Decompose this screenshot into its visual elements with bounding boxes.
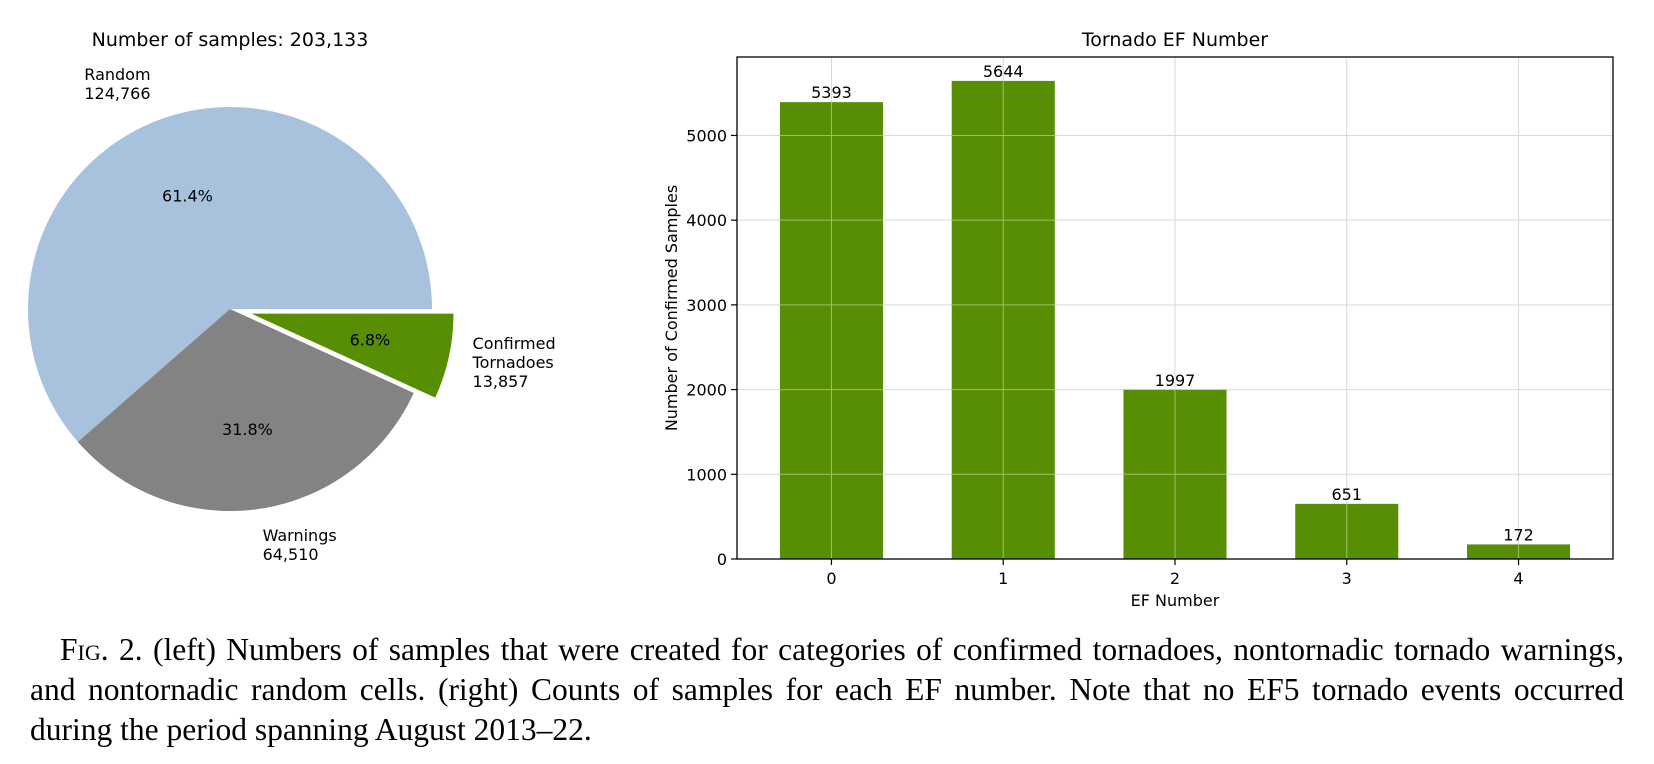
y-tick-label: 1000 [686, 465, 727, 484]
x-tick-label: 3 [1342, 569, 1352, 588]
x-axis-label: EF Number [1131, 591, 1220, 610]
x-tick-label: 4 [1513, 569, 1523, 588]
pie-slice-random [28, 107, 432, 442]
pie-title: Number of samples: 203,133 [92, 29, 369, 51]
y-tick-label: 0 [717, 550, 727, 569]
bar-value-label: 172 [1503, 525, 1534, 544]
bar-value-label: 5644 [983, 62, 1024, 81]
caption-prefix: Fig. 2. [60, 632, 143, 667]
x-tick-label: 1 [998, 569, 1008, 588]
pie-pct-label: 6.8% [350, 330, 391, 349]
y-tick-label: 2000 [686, 381, 727, 400]
pie-pct-label: 61.4% [162, 187, 213, 206]
y-tick-label: 5000 [686, 126, 727, 145]
figure-caption: Fig. 2. (left) Numbers of samples that w… [30, 630, 1624, 750]
pie-slice-warnings [77, 309, 414, 511]
pie-slice-confirmed-tornadoes [251, 313, 454, 398]
pie-category-label: Random 124,766 [84, 65, 150, 103]
bar-chart-title: Tornado EF Number [1081, 29, 1268, 51]
pie-category-label: Warnings 64,510 [263, 526, 337, 564]
x-tick-label: 2 [1170, 569, 1180, 588]
y-tick-label: 4000 [686, 211, 727, 230]
pie-pct-label: 31.8% [222, 420, 273, 439]
y-tick-label: 3000 [686, 296, 727, 315]
pie-category-label: Confirmed Tornadoes 13,857 [472, 334, 556, 391]
y-axis-label: Number of Confirmed Samples [662, 185, 681, 431]
pie-chart: Number of samples: 203,133 61.4% Random 12… [28, 29, 556, 564]
x-tick-label: 0 [826, 569, 836, 588]
plot-frame [736, 56, 1614, 560]
bar-value-label: 5393 [811, 83, 852, 102]
caption-text: (left) Numbers of samples that were crea… [30, 632, 1625, 747]
bar-value-label: 1997 [1155, 371, 1196, 390]
bar-value-label: 651 [1331, 485, 1362, 504]
